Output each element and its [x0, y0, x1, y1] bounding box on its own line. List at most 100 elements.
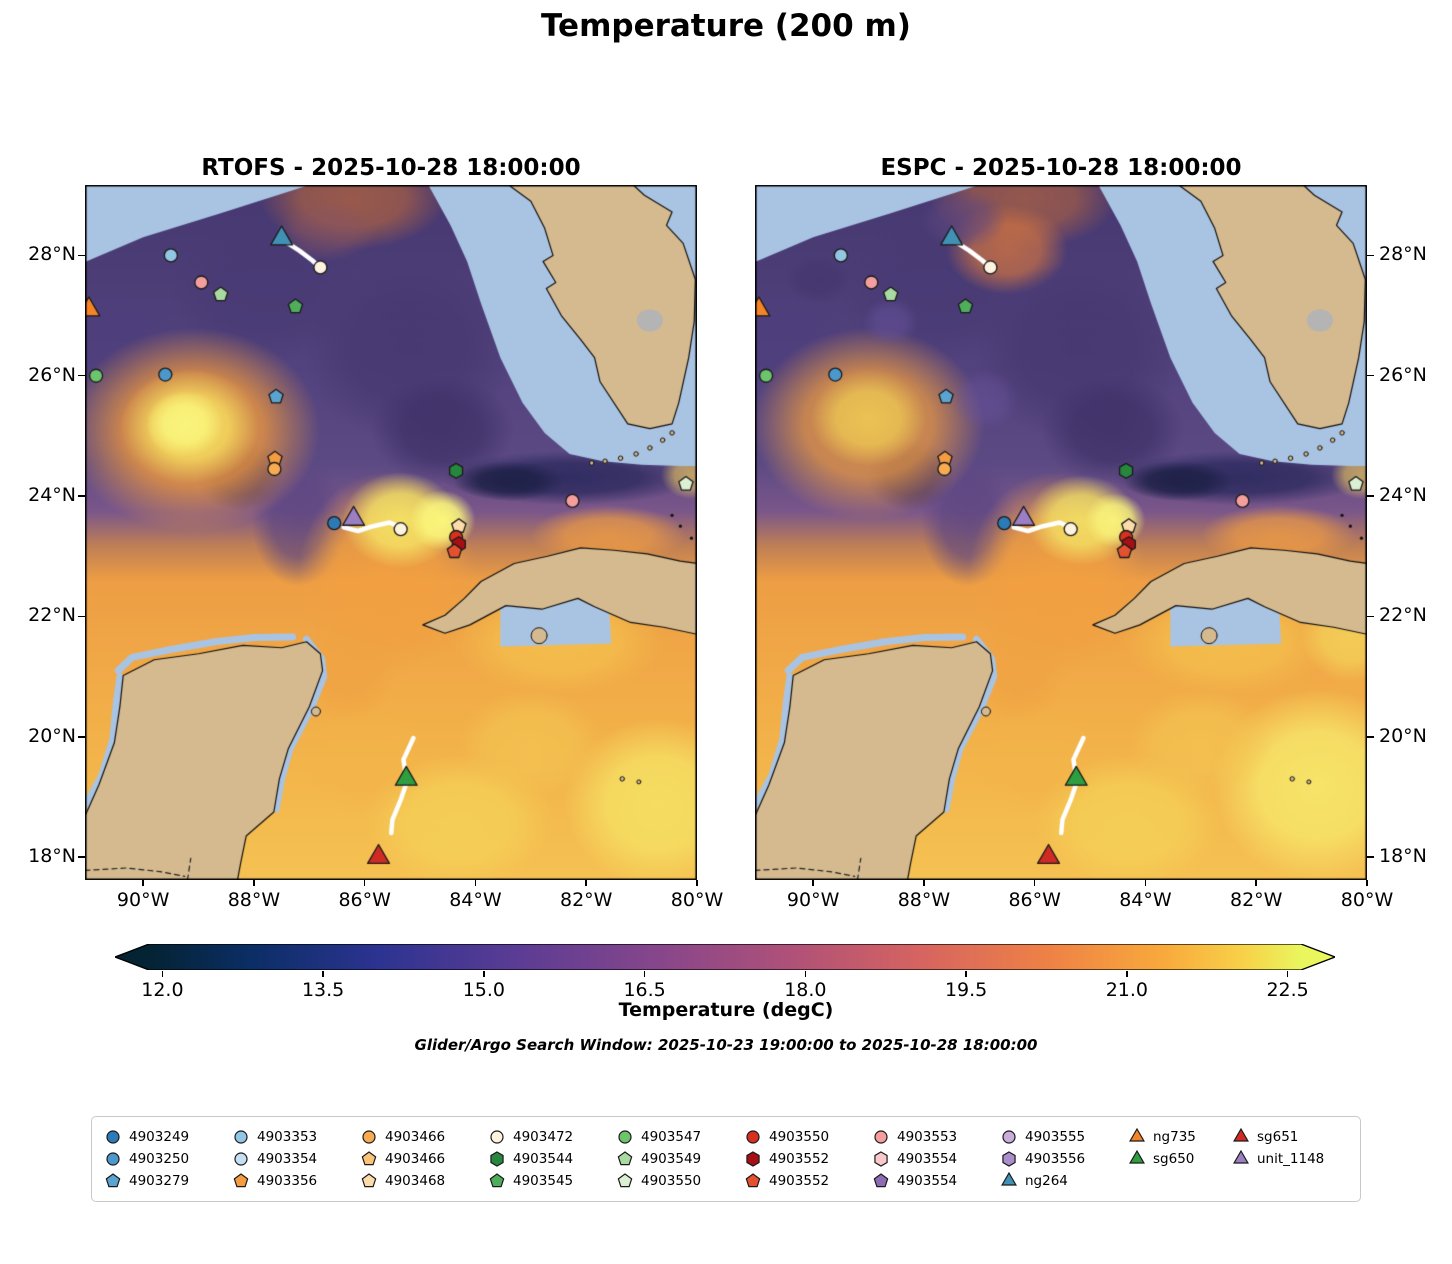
pentagon-marker-icon [489, 1173, 505, 1188]
legend-entry: 4903354 [232, 1148, 360, 1170]
y-tickmark [78, 495, 85, 497]
legend-entry: 4903554 [872, 1148, 1000, 1170]
y-tick-label: 24°N [1379, 484, 1427, 507]
legend-entry: 4903552 [744, 1148, 872, 1170]
pentagon-marker-icon [105, 1173, 121, 1188]
legend-column: 4903553 4903554 4903554 [872, 1126, 1000, 1192]
legend-column: 4903249 4903250 4903279 [104, 1126, 232, 1192]
legend-entry-label: 4903552 [769, 1151, 830, 1167]
y-tick-label: 26°N [28, 363, 76, 386]
colorbar-tickmark [804, 971, 807, 977]
legend-entry: 4903556 [1000, 1148, 1128, 1170]
legend-entry-label: 4903554 [897, 1151, 958, 1167]
colorbar-gradient [113, 943, 1337, 971]
triangle-marker-icon [1129, 1150, 1145, 1164]
hexagon-marker-icon [874, 1151, 888, 1167]
colorbar-tick-label: 16.5 [623, 979, 666, 1001]
x-tick-label: 80°W [1340, 889, 1394, 911]
subplot-title-rtofs: RTOFS - 2025-10-28 18:00:00 [201, 155, 581, 181]
legend-column: ng735 sg650 [1128, 1126, 1232, 1170]
legend-entry: 4903550 [616, 1170, 744, 1192]
x-tick-label: 82°W [1229, 889, 1283, 911]
legend-entry-label: sg651 [1257, 1129, 1299, 1145]
legend-entry-label: 4903555 [1025, 1129, 1086, 1145]
x-tickmark [363, 880, 366, 886]
legend-entry-label: 4903550 [769, 1129, 830, 1145]
colorbar-tickmark [1126, 971, 1128, 977]
legend-entry: 4903466 [360, 1148, 488, 1170]
legend-column: 4903353 4903354 4903356 [232, 1126, 360, 1192]
legend-entry-label: unit_1148 [1257, 1151, 1325, 1167]
map-espc [755, 185, 1367, 880]
legend-entry-label: 4903466 [385, 1129, 446, 1145]
colorbar-tickmark [322, 971, 324, 977]
x-tickmark [696, 880, 698, 886]
y-tickmark [1367, 374, 1374, 377]
legend-entry: 4903249 [104, 1126, 232, 1148]
legend-entry-label: 4903554 [897, 1173, 958, 1189]
hexagon-marker-icon [490, 1151, 504, 1167]
hexagon-marker-icon [1002, 1151, 1016, 1167]
x-tick-label: 88°W [227, 889, 281, 911]
circle-marker-icon [362, 1130, 376, 1144]
colorbar-tickmark [1286, 971, 1289, 977]
triangle-marker-icon [1001, 1172, 1017, 1186]
legend-entry-label: 4903545 [513, 1173, 574, 1189]
legend-entry-label: 4903354 [257, 1151, 318, 1167]
colorbar-tickmark [965, 971, 967, 977]
y-tickmark [78, 736, 85, 738]
x-tickmark [1255, 880, 1257, 886]
y-tickmark [1367, 736, 1374, 738]
x-tick-label: 84°W [449, 889, 502, 911]
legend-entry-label: 4903466 [385, 1151, 446, 1167]
y-tick-label: 26°N [1379, 363, 1427, 386]
x-tickmark [585, 880, 587, 886]
circle-marker-icon [234, 1152, 248, 1166]
pentagon-marker-icon [617, 1151, 633, 1166]
y-tick-label: 18°N [28, 845, 76, 868]
legend-entry-label: 4903468 [385, 1173, 446, 1189]
legend-entry-label: 4903544 [513, 1151, 574, 1167]
legend-column: 4903472 4903544 4903545 [488, 1126, 616, 1192]
map-rtofs [85, 185, 697, 880]
legend-entry-label: 4903550 [641, 1173, 702, 1189]
x-tickmark [142, 880, 144, 886]
circle-marker-icon [618, 1130, 632, 1144]
y-tickmark [78, 374, 85, 377]
colorbar [113, 943, 1337, 971]
x-tick-label: 80°W [670, 889, 724, 911]
y-tickmark [78, 856, 85, 858]
circle-marker-icon [490, 1130, 504, 1144]
legend-entry-label: 4903472 [513, 1129, 574, 1145]
colorbar-tick-label: 12.0 [141, 979, 184, 1001]
x-tickmark [1366, 880, 1368, 886]
colorbar-tick-label: 22.5 [1266, 979, 1309, 1001]
y-tick-label: 24°N [28, 484, 76, 507]
pentagon-marker-icon [873, 1173, 889, 1188]
pentagon-marker-icon [233, 1173, 249, 1188]
y-tick-label: 20°N [28, 724, 76, 747]
legend-column: 4903555 4903556 ng264 [1000, 1126, 1128, 1192]
legend-entry-label: sg650 [1153, 1151, 1195, 1167]
colorbar-tickmark [161, 971, 164, 977]
legend-entry-label: 4903353 [257, 1129, 318, 1145]
legend-entry: 4903544 [488, 1148, 616, 1170]
y-tick-label: 22°N [1379, 604, 1427, 627]
x-tick-label: 86°W [1008, 889, 1061, 911]
legend-entry: 4903353 [232, 1126, 360, 1148]
legend-entry: 4903552 [744, 1170, 872, 1192]
legend-entry-label: ng264 [1025, 1173, 1068, 1189]
pentagon-marker-icon [617, 1173, 633, 1188]
circle-marker-icon [234, 1130, 248, 1144]
legend-entry: 4903547 [616, 1126, 744, 1148]
legend-entry: 4903549 [616, 1148, 744, 1170]
legend-column: sg651 unit_1148 [1232, 1126, 1348, 1170]
y-tickmark [1367, 495, 1374, 497]
x-tickmark [923, 880, 925, 886]
circle-marker-icon [746, 1130, 760, 1144]
legend-entry-label: 4903250 [129, 1151, 190, 1167]
y-tickmark [1367, 615, 1374, 618]
legend-entry: 4903545 [488, 1170, 616, 1192]
legend-entry: 4903468 [360, 1170, 488, 1192]
